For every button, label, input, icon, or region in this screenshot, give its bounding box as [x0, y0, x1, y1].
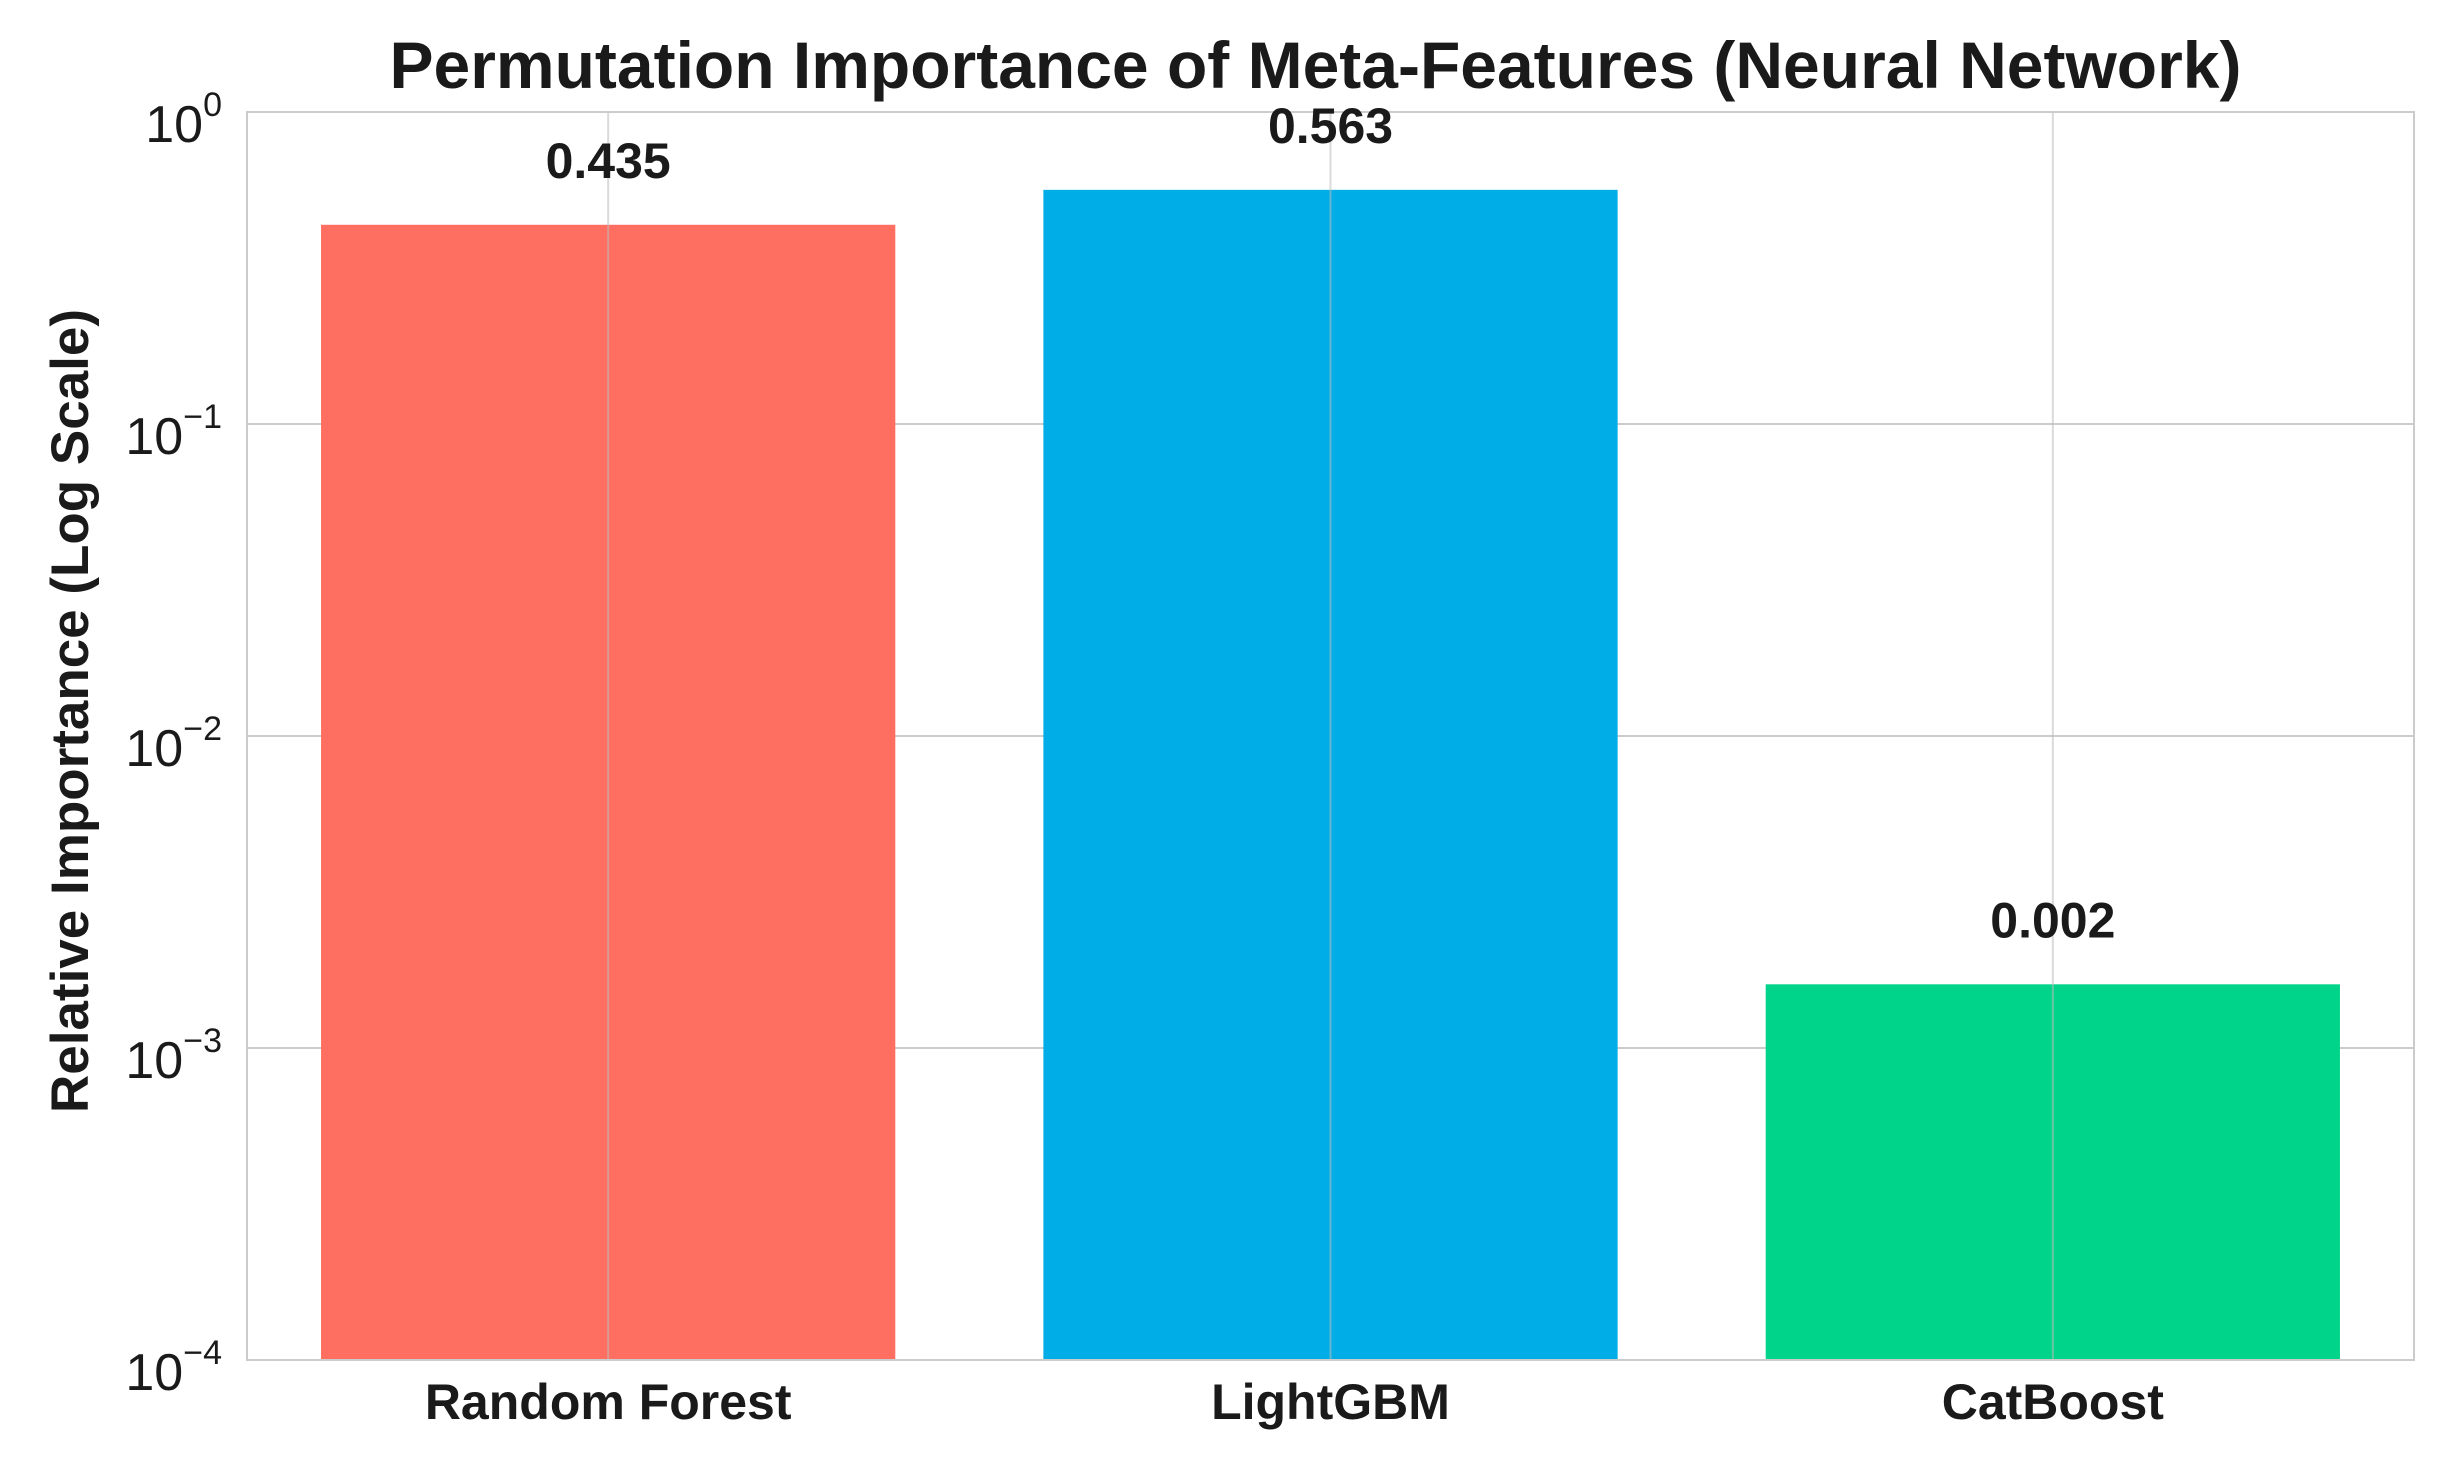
plot-frame [246, 111, 2415, 1361]
x-tick-label: Random Forest [425, 1374, 792, 1430]
y-tick-label: 10−4 [125, 1334, 222, 1402]
y-tick-label: 10−2 [125, 710, 222, 778]
y-tick-label: 100 [145, 86, 222, 154]
x-axis-ticks: Random Forest LightGBM CatBoost [425, 1374, 2164, 1430]
x-tick-label: CatBoost [1942, 1374, 2165, 1430]
y-axis-label: Relative Importance (Log Scale) [41, 309, 100, 1113]
chart-title: Permutation Importance of Meta-Features … [390, 28, 2242, 102]
data-labels: 0.435 0.563 0.002 [546, 98, 2116, 948]
y-axis-ticks: 10−4 10−3 10−2 10−1 100 [125, 86, 222, 1402]
y-tick-label: 10−1 [125, 398, 222, 466]
bar-value-label: 0.563 [1268, 98, 1393, 154]
bar-value-label: 0.002 [1990, 892, 2115, 948]
vertical-grid-lines [607, 112, 2054, 1360]
bar-value-label: 0.435 [546, 133, 671, 189]
x-tick-label: LightGBM [1211, 1374, 1450, 1430]
y-tick-label: 10−3 [125, 1022, 222, 1090]
